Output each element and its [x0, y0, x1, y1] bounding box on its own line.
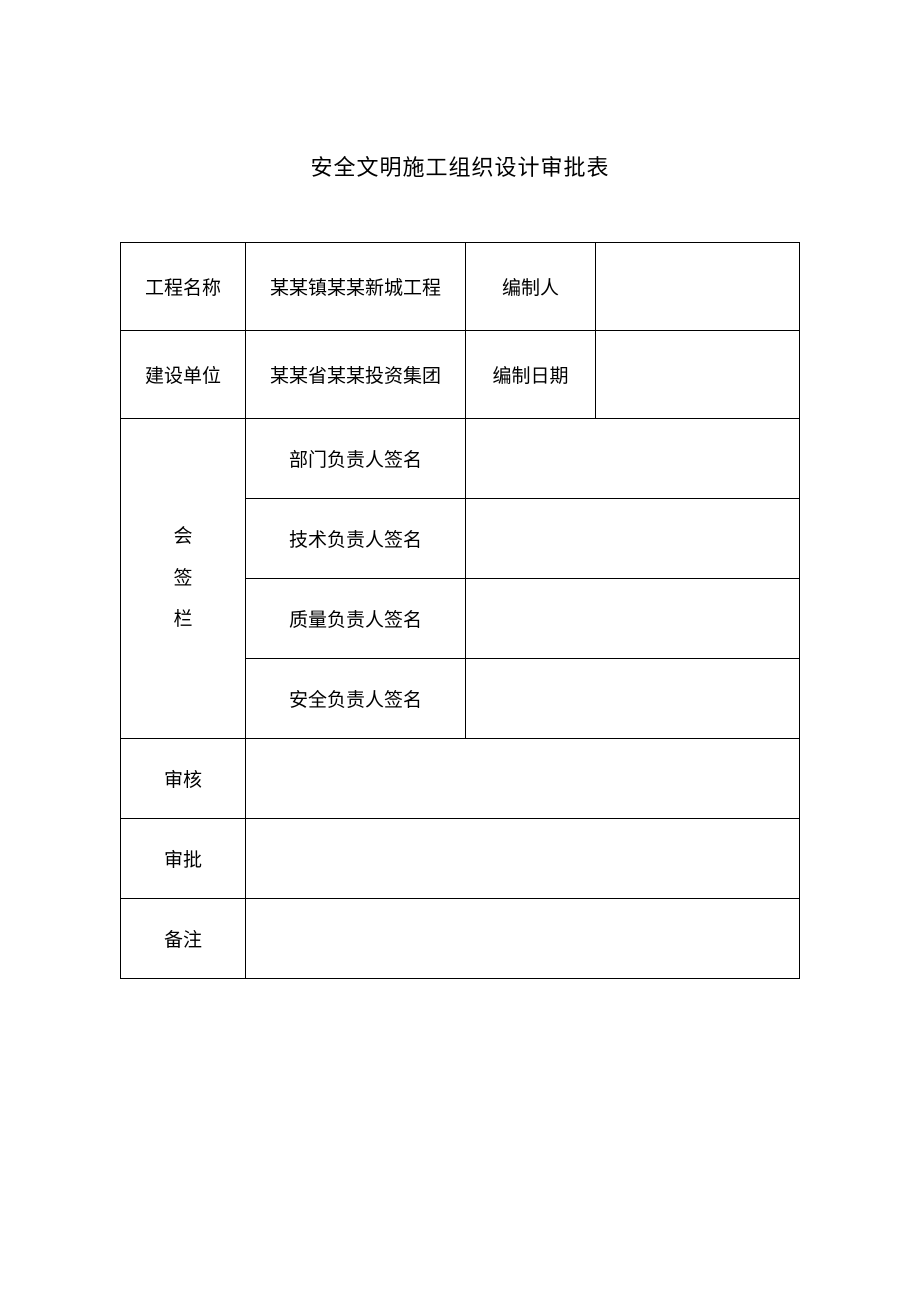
construction-unit-label: 建设单位: [121, 331, 246, 419]
audit-label: 审核: [121, 739, 246, 819]
table-row: 审核: [121, 739, 800, 819]
quality-head-sign-label: 质量负责人签名: [246, 579, 466, 659]
compiler-value: [596, 243, 800, 331]
sign-section-header: 会签栏: [121, 419, 246, 739]
quality-head-sign-value: [466, 579, 800, 659]
table-row: 审批: [121, 819, 800, 899]
dept-head-sign-value: [466, 419, 800, 499]
dept-head-sign-label: 部门负责人签名: [246, 419, 466, 499]
project-name-label: 工程名称: [121, 243, 246, 331]
tech-head-sign-label: 技术负责人签名: [246, 499, 466, 579]
approval-table: 工程名称 某某镇某某新城工程 编制人 建设单位 某某省某某投资集团 编制日期 会…: [120, 242, 800, 979]
table-row: 建设单位 某某省某某投资集团 编制日期: [121, 331, 800, 419]
audit-value: [246, 739, 800, 819]
construction-unit-value: 某某省某某投资集团: [246, 331, 466, 419]
table-row: 备注: [121, 899, 800, 979]
project-name-value: 某某镇某某新城工程: [246, 243, 466, 331]
tech-head-sign-value: [466, 499, 800, 579]
compile-date-value: [596, 331, 800, 419]
table-row: 会签栏 部门负责人签名: [121, 419, 800, 499]
safety-head-sign-value: [466, 659, 800, 739]
approve-label: 审批: [121, 819, 246, 899]
table-row: 工程名称 某某镇某某新城工程 编制人: [121, 243, 800, 331]
page-title: 安全文明施工组织设计审批表: [120, 150, 800, 182]
approve-value: [246, 819, 800, 899]
remark-label: 备注: [121, 899, 246, 979]
remark-value: [246, 899, 800, 979]
compile-date-label: 编制日期: [466, 331, 596, 419]
compiler-label: 编制人: [466, 243, 596, 331]
safety-head-sign-label: 安全负责人签名: [246, 659, 466, 739]
